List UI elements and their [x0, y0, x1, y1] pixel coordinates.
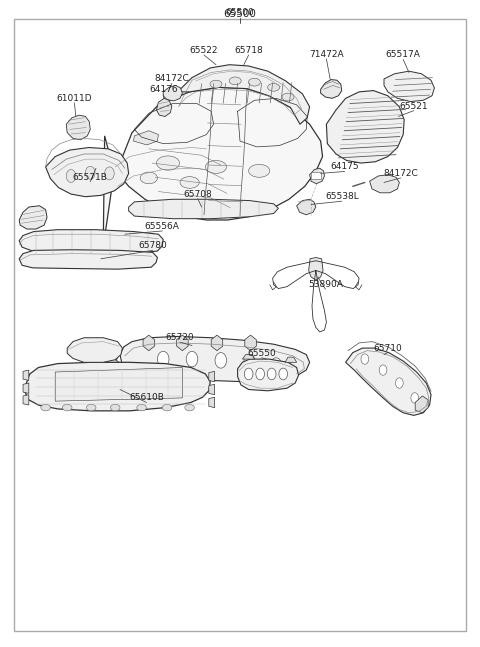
Polygon shape [23, 395, 29, 405]
Polygon shape [177, 335, 188, 351]
Text: 65708: 65708 [183, 190, 212, 199]
Text: 61011D: 61011D [57, 94, 92, 103]
Polygon shape [129, 199, 278, 219]
Polygon shape [346, 348, 431, 415]
Circle shape [411, 393, 419, 403]
Polygon shape [297, 199, 316, 215]
Text: 65517A: 65517A [386, 50, 420, 60]
Ellipse shape [282, 93, 294, 101]
Circle shape [105, 167, 114, 180]
Text: 65710: 65710 [373, 344, 402, 353]
Circle shape [215, 353, 227, 368]
Polygon shape [326, 91, 404, 163]
Circle shape [85, 166, 95, 179]
Polygon shape [178, 65, 310, 124]
Circle shape [361, 354, 369, 364]
Text: 65571B: 65571B [73, 173, 108, 182]
Ellipse shape [185, 404, 194, 411]
Ellipse shape [249, 78, 260, 86]
Polygon shape [285, 357, 297, 362]
Polygon shape [245, 335, 256, 351]
Ellipse shape [137, 404, 146, 411]
Polygon shape [102, 342, 119, 362]
Ellipse shape [110, 404, 120, 411]
Polygon shape [67, 338, 122, 362]
Polygon shape [100, 355, 119, 373]
Polygon shape [143, 335, 155, 351]
Polygon shape [120, 336, 310, 382]
Polygon shape [310, 168, 324, 184]
Text: 71472A: 71472A [309, 50, 344, 59]
Polygon shape [133, 131, 158, 145]
Circle shape [279, 368, 288, 380]
Polygon shape [103, 87, 323, 247]
Ellipse shape [249, 164, 270, 177]
Text: 65780: 65780 [138, 241, 167, 250]
Polygon shape [23, 383, 29, 393]
Polygon shape [209, 371, 215, 382]
Circle shape [256, 368, 264, 380]
Polygon shape [209, 384, 215, 395]
Ellipse shape [180, 177, 199, 188]
Text: 84172C: 84172C [384, 169, 418, 178]
Polygon shape [415, 396, 428, 413]
Ellipse shape [205, 160, 227, 173]
Circle shape [270, 358, 282, 373]
Ellipse shape [156, 156, 180, 170]
Ellipse shape [267, 83, 279, 91]
Ellipse shape [162, 404, 172, 411]
Polygon shape [19, 206, 47, 229]
Circle shape [66, 170, 76, 182]
Text: 65556A: 65556A [145, 222, 180, 231]
Text: 53890A: 53890A [308, 280, 343, 289]
Text: 65538L: 65538L [325, 192, 359, 201]
Circle shape [267, 368, 276, 380]
Circle shape [186, 351, 198, 367]
Circle shape [396, 378, 403, 388]
Text: 64176: 64176 [149, 85, 178, 94]
Polygon shape [156, 98, 172, 116]
Polygon shape [66, 115, 90, 140]
Polygon shape [238, 359, 299, 391]
Text: 65500: 65500 [224, 8, 256, 19]
Text: 65550: 65550 [247, 349, 276, 358]
Circle shape [379, 365, 387, 375]
Text: 65521: 65521 [399, 102, 428, 111]
Polygon shape [370, 175, 399, 193]
Polygon shape [242, 355, 254, 359]
Polygon shape [19, 230, 163, 255]
Text: 65718: 65718 [234, 46, 263, 55]
Ellipse shape [229, 77, 241, 85]
Polygon shape [211, 335, 223, 351]
Polygon shape [384, 71, 434, 102]
Polygon shape [309, 258, 323, 280]
Text: 84172C: 84172C [155, 74, 189, 83]
Polygon shape [23, 370, 29, 380]
FancyBboxPatch shape [14, 19, 466, 631]
Bar [311, 172, 321, 179]
Text: 65522: 65522 [190, 46, 218, 55]
Ellipse shape [62, 404, 72, 411]
Polygon shape [321, 80, 342, 98]
Polygon shape [209, 397, 215, 408]
Circle shape [157, 351, 169, 367]
Polygon shape [19, 250, 157, 269]
Polygon shape [55, 367, 182, 401]
Ellipse shape [140, 172, 157, 184]
Ellipse shape [86, 404, 96, 411]
Ellipse shape [41, 404, 50, 411]
Text: 65500: 65500 [226, 8, 254, 17]
Ellipse shape [210, 80, 222, 88]
Circle shape [244, 355, 255, 370]
Text: 64175: 64175 [330, 162, 359, 171]
Polygon shape [163, 85, 182, 101]
Circle shape [244, 368, 253, 380]
Text: 65610B: 65610B [129, 393, 164, 402]
Polygon shape [25, 362, 210, 411]
Text: 65720: 65720 [166, 333, 194, 342]
Polygon shape [46, 148, 129, 197]
